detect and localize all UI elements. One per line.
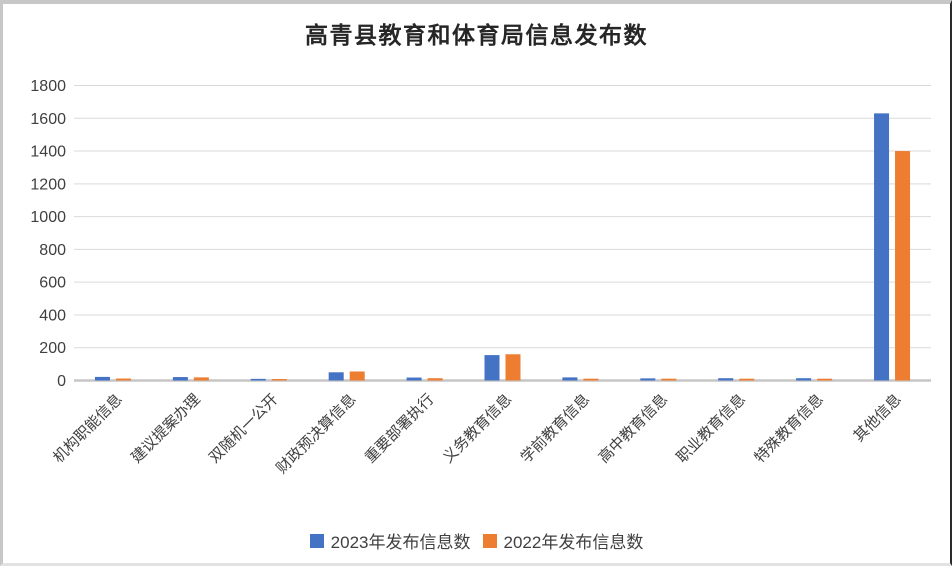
bar-2023 [484,355,500,381]
bar-2022 [739,378,755,381]
chart-title: 高青县教育和体育局信息发布数 [305,22,648,49]
bar-2023 [94,376,110,381]
y-tick-label: 1600 [30,111,66,128]
legend-item-2022: 2022年发布信息数 [482,528,644,553]
bar-2022 [349,371,365,381]
bar-2023 [562,377,578,381]
bar-2023 [640,378,656,381]
x-tick-label: 财政预决算信息 [273,390,360,477]
x-tick-label: 重要部署执行 [362,391,438,467]
bar-2022 [661,378,677,381]
y-tick-label: 600 [39,275,66,292]
x-tick-label: 义务教育信息 [440,391,516,467]
y-tick-label: 1800 [30,78,66,95]
x-tick-label: 高中教育信息 [595,391,671,467]
y-tick-label: 0 [57,373,66,390]
bar-2022 [895,151,911,381]
bar-2022 [505,354,521,381]
y-tick-label: 800 [39,242,66,259]
legend-label-2022: 2022年发布信息数 [503,533,644,552]
bar-2023 [874,113,890,381]
x-tick-label: 机构职能信息 [50,391,126,467]
bar-2023 [328,372,344,381]
x-tick-label: 建议提案办理 [127,390,203,466]
bar-2023 [172,377,188,381]
x-tick-label: 双随机一公开 [206,391,282,467]
legend-item-2023: 2023年发布信息数 [309,528,471,553]
legend-swatch-2022 [482,533,497,548]
bar-2022 [115,378,131,381]
x-tick-label: 职业教育信息 [673,391,749,467]
y-tick-label: 200 [39,340,66,357]
bar-2022 [193,377,209,381]
legend-swatch-2023 [309,533,324,548]
bar-2022 [271,379,287,381]
y-tick-label: 1000 [30,209,66,226]
bar-2022 [427,378,443,381]
bar-2023 [250,378,266,381]
bar-2023 [796,378,812,381]
x-tick-label: 特殊教育信息 [751,391,827,467]
bar-2023 [406,377,422,381]
bar-2022 [817,378,833,381]
bar-2022 [583,378,599,381]
bar-2023 [718,378,734,381]
y-tick-label: 1200 [30,176,66,193]
x-tick-label: 其他信息 [850,391,904,445]
y-tick-label: 400 [39,307,66,324]
x-tick-label: 学前教育信息 [518,391,594,467]
legend: 2023年发布信息数 2022年发布信息数 [3,528,950,553]
legend-label-2023: 2023年发布信息数 [330,533,471,552]
plot-area: 0 200 400 600 800 1000 1200 1400 1600 1800 机构职能信息建… [30,78,931,477]
y-tick-label: 1400 [30,144,66,161]
